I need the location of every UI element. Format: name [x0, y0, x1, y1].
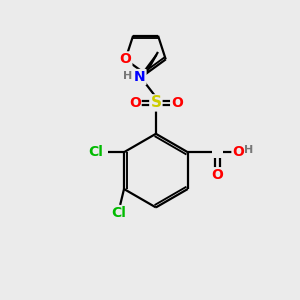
Text: O: O	[119, 52, 131, 66]
Text: O: O	[232, 145, 244, 159]
Text: S: S	[150, 95, 161, 110]
Text: H: H	[244, 145, 253, 155]
Text: O: O	[129, 96, 141, 110]
Text: H: H	[123, 70, 132, 80]
Text: Cl: Cl	[88, 145, 104, 159]
Text: O: O	[171, 96, 183, 110]
Text: O: O	[211, 168, 223, 182]
Text: Cl: Cl	[111, 206, 126, 220]
Text: N: N	[134, 70, 146, 84]
